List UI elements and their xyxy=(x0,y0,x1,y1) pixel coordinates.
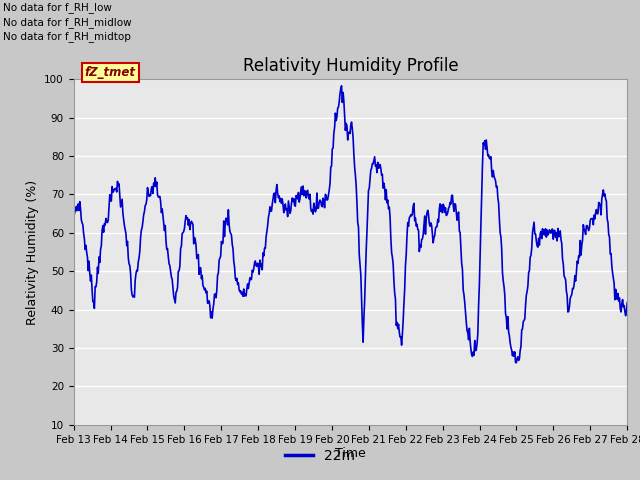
X-axis label: Time: Time xyxy=(335,447,366,460)
Text: fZ_tmet: fZ_tmet xyxy=(84,66,136,79)
Text: No data for f_RH_midlow: No data for f_RH_midlow xyxy=(3,17,132,28)
Text: No data for f_RH_midtop: No data for f_RH_midtop xyxy=(3,31,131,42)
Title: Relativity Humidity Profile: Relativity Humidity Profile xyxy=(243,57,458,75)
Y-axis label: Relativity Humidity (%): Relativity Humidity (%) xyxy=(26,180,38,324)
Text: No data for f_RH_low: No data for f_RH_low xyxy=(3,2,112,13)
Legend: 22m: 22m xyxy=(280,443,360,468)
